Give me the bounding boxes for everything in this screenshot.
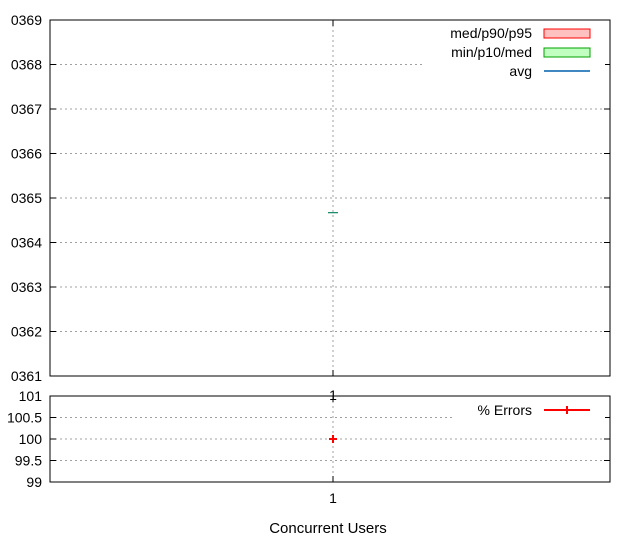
errors-marks xyxy=(329,435,337,443)
y-tick-label: 0366 xyxy=(11,146,42,162)
latency-legend: med/p90/p95 min/p10/med avg xyxy=(425,24,605,84)
latency-panel: 0361 0362 0363 0364 0365 0366 0367 0368 0369 1 m… xyxy=(11,12,611,403)
latency-plot-border xyxy=(49,19,611,377)
x-tick-label: 1 xyxy=(329,490,337,506)
errors-panel: 99 99.5 100 100.5 101 1 % Errors xyxy=(7,388,611,506)
errors-legend-background xyxy=(455,400,605,422)
latency-grid xyxy=(50,20,610,376)
latency-x-ticks: 1 xyxy=(329,20,337,403)
y-tick-label: 0367 xyxy=(11,101,42,117)
x-axis-label: Concurrent Users xyxy=(269,520,387,537)
legend-label-med-p90-p95: med/p90/p95 xyxy=(450,25,532,41)
y-tick-label: 0361 xyxy=(11,368,42,384)
legend-label-avg: avg xyxy=(509,63,532,79)
legend-label-min-p10-med: min/p10/med xyxy=(451,44,532,60)
errors-legend: % Errors xyxy=(455,400,605,422)
y-tick-label: 101 xyxy=(19,388,43,404)
y-tick-label: 0369 xyxy=(11,12,42,28)
legend-swatch-med-p90-p95 xyxy=(543,28,591,39)
y-tick-label: 0365 xyxy=(11,190,42,206)
y-tick-label: 0368 xyxy=(11,57,42,73)
x-tick-label: 1 xyxy=(329,387,337,403)
y-tick-label: 99.5 xyxy=(15,453,42,469)
legend-swatch-min-p10-med xyxy=(543,47,591,58)
errors-y-ticks: 99 99.5 100 100.5 101 xyxy=(7,388,610,490)
y-tick-label: 99 xyxy=(26,474,42,490)
y-tick-label: 0363 xyxy=(11,279,42,295)
errors-x-ticks: 1 xyxy=(329,396,337,506)
y-tick-label: 0362 xyxy=(11,324,42,340)
latency-y-ticks: 0361 0362 0363 0364 0365 0366 0367 0368 0369 xyxy=(11,12,610,384)
error-point xyxy=(329,435,337,443)
y-tick-label: 100.5 xyxy=(7,410,42,426)
y-tick-label: 100 xyxy=(19,431,43,447)
errors-plot-border xyxy=(49,395,611,483)
legend-label-errors: % Errors xyxy=(478,402,532,418)
y-tick-label: 0364 xyxy=(11,235,42,251)
